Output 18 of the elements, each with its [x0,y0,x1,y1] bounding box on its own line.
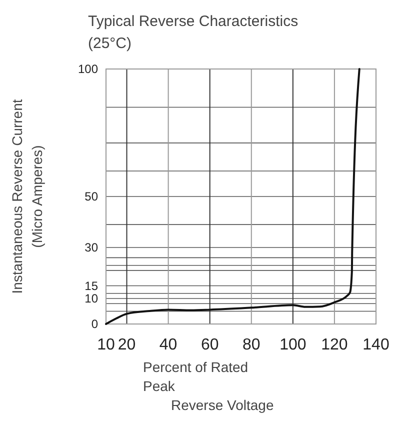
x-tick-label: 140 [362,336,390,354]
y-tick-label: 100 [78,62,98,76]
x-tick-label: 10 [97,336,115,354]
x-axis-title: Percent of Rated Peak Reverse Voltage [143,359,274,413]
x-tick-label: 40 [159,336,178,354]
x-tick-label: 20 [118,336,136,354]
y-tick-label: 30 [84,240,98,255]
x-tick-label: 60 [200,336,219,354]
y-axis-title: Instantaneous Reverse Current (Micro Amperes) [9,99,45,294]
y-tick-label: 50 [84,190,98,204]
x-tick-label: 80 [242,336,260,354]
x-tick-label: 120 [321,336,348,354]
line-series [105,68,360,325]
y-tick-label: 15 [84,278,98,293]
y-tick-label: 10 [84,292,98,306]
x-tick-label: 100 [280,336,306,354]
chart-title: Typical Reverse Characteristics (25°C) [88,13,298,52]
y-tick-label: 0 [91,317,98,332]
